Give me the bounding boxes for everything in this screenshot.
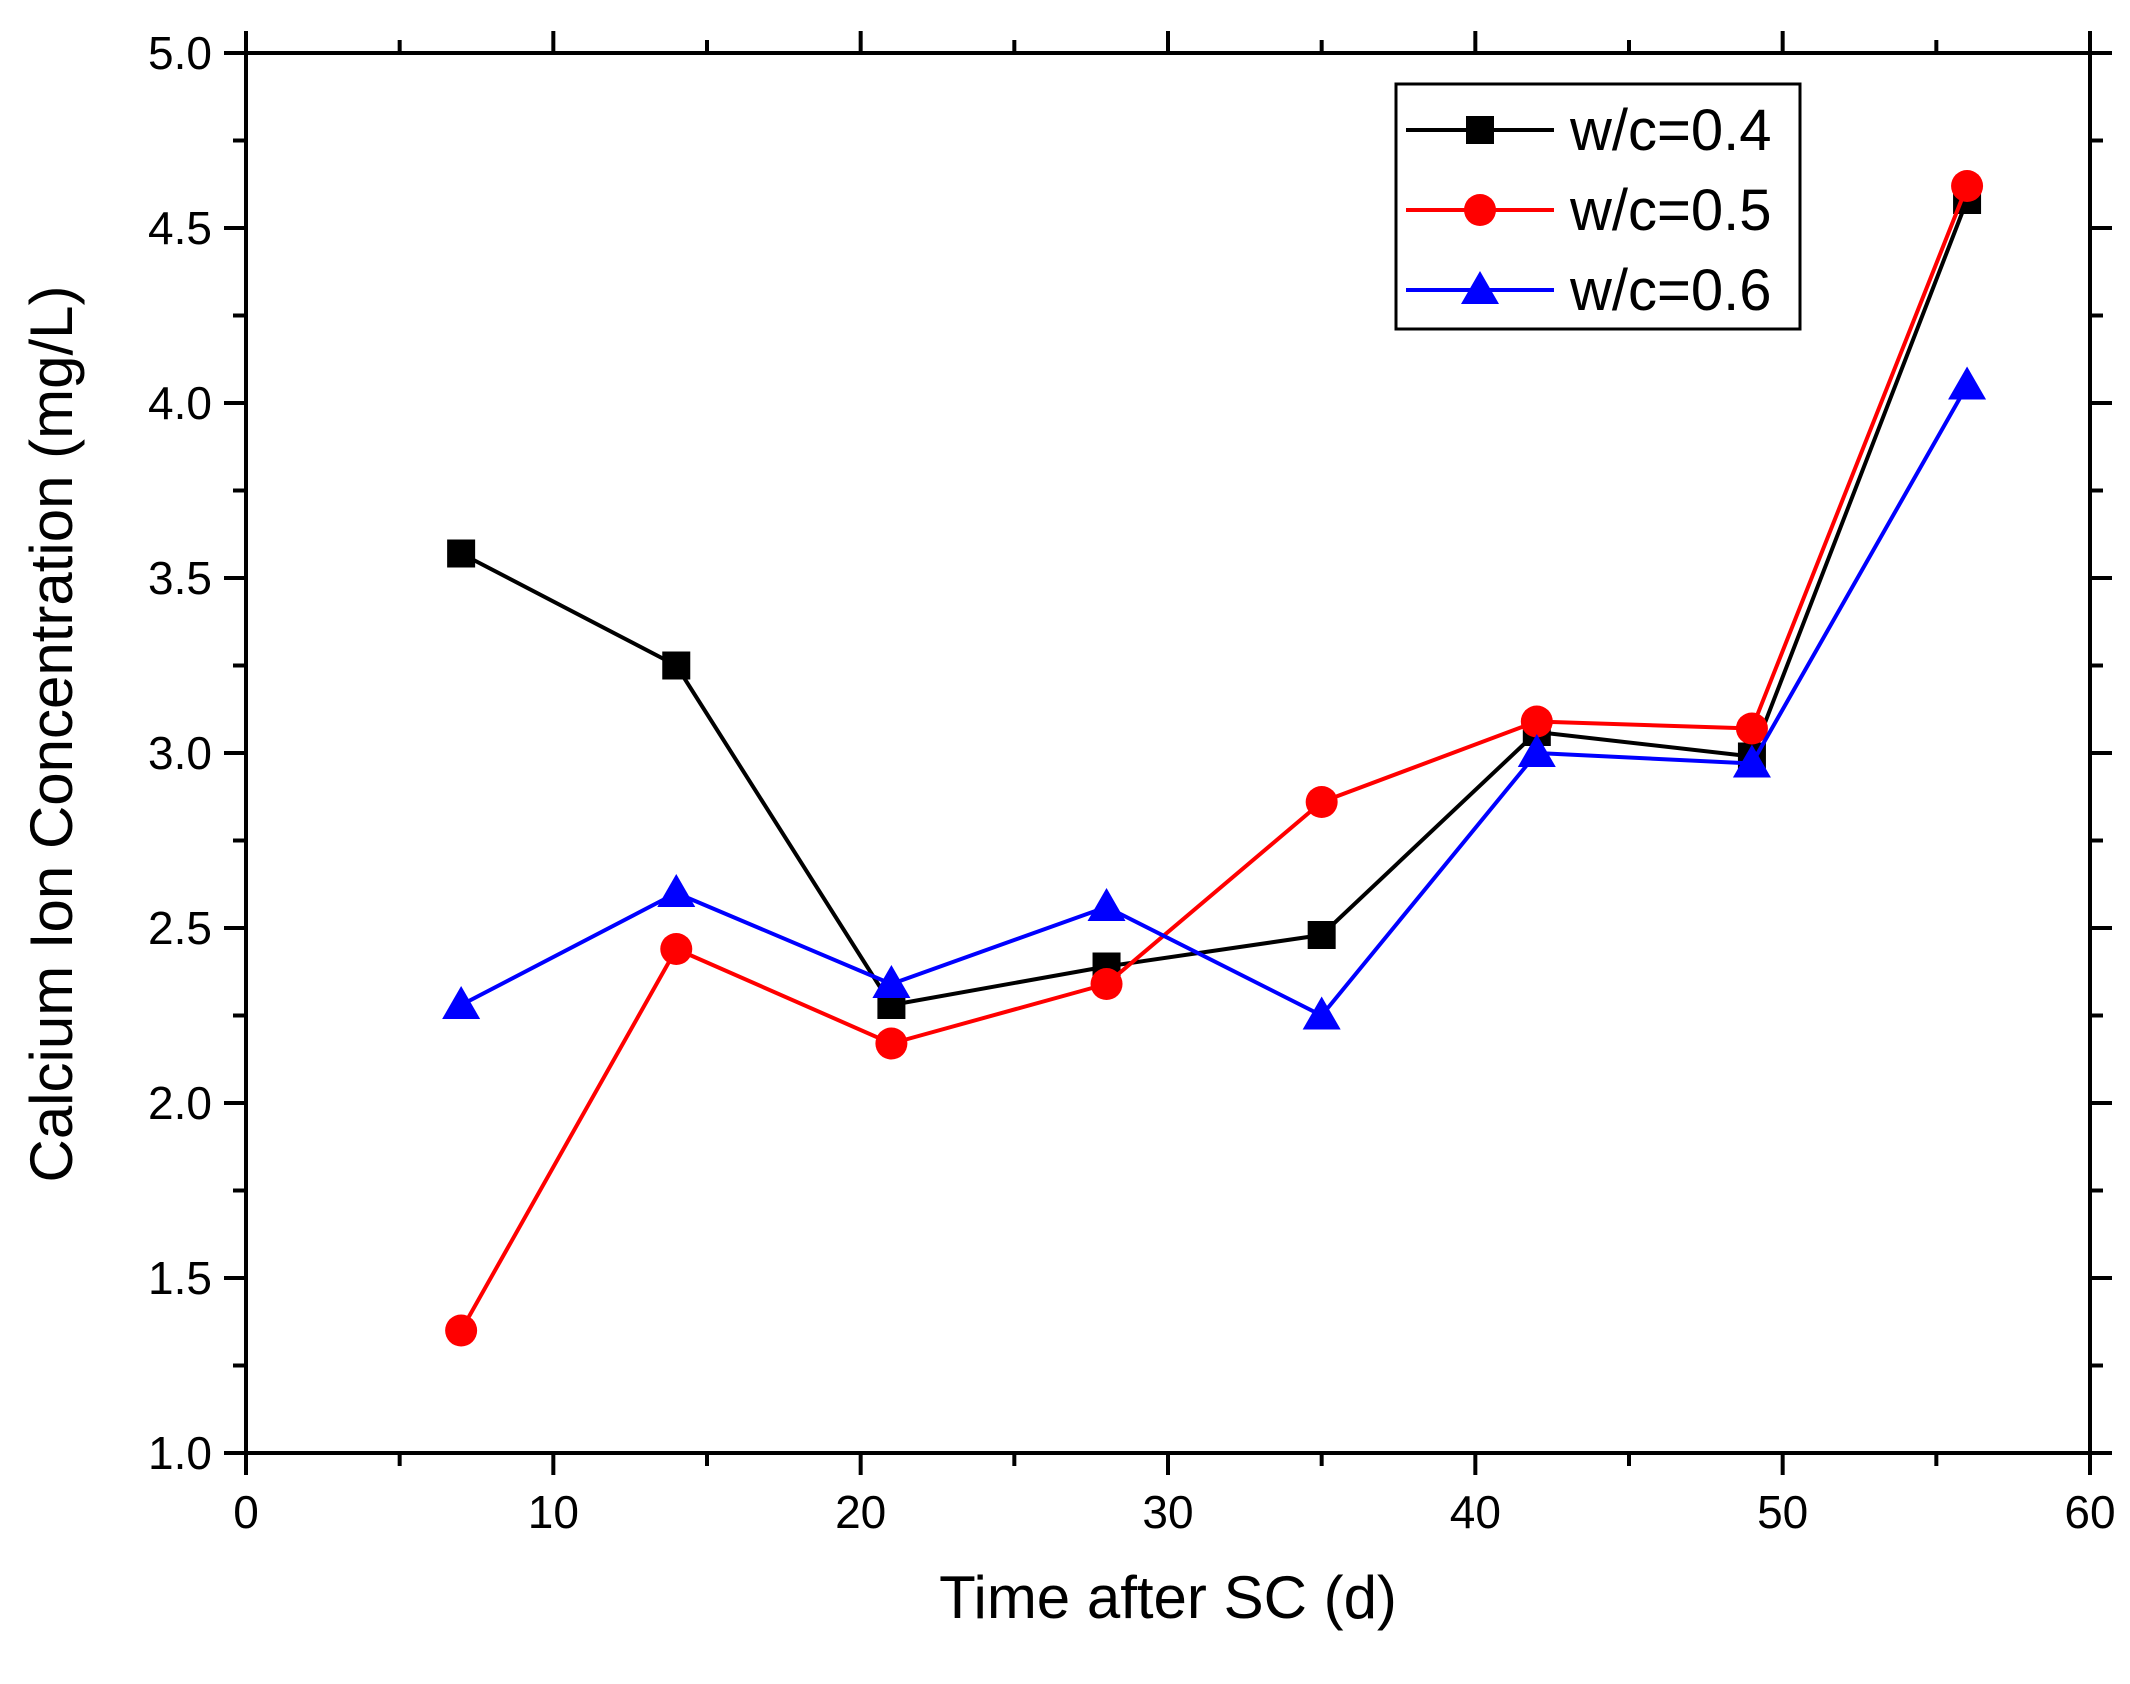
y-tick-label: 2.0 — [148, 1077, 212, 1129]
data-point — [1732, 744, 1771, 778]
legend-label: w/c=0.5 — [1569, 178, 1772, 243]
y-axis-title: Calcium Ion Concentration (mg/L) — [18, 285, 85, 1182]
data-point — [660, 933, 693, 965]
legend: w/c=0.4 w/c=0.5 w/c=0.6 — [1394, 82, 1802, 331]
y-tick-label: 1.0 — [148, 1427, 212, 1479]
legend-marker — [1466, 116, 1494, 144]
data-point — [1520, 705, 1553, 738]
x-tick-label: 10 — [528, 1486, 579, 1538]
series-layer — [442, 170, 1987, 1347]
data-point — [1951, 170, 1984, 202]
axes — [244, 51, 2092, 1455]
data-point — [1302, 996, 1341, 1030]
plot-frame — [244, 51, 2092, 1455]
data-point — [1305, 786, 1338, 818]
y-tick-label: 2.5 — [148, 902, 212, 954]
x-axis-title: Time after SC (d) — [939, 1564, 1397, 1631]
data-point — [1948, 366, 1987, 400]
tick-labels: 0 10 20 30 40 50 60 1.0 1.5 2.0 2.5 3.0 3.5 4.0 4.5 5.0 — [148, 27, 2116, 1538]
data-point — [447, 539, 476, 568]
data-point — [875, 1027, 908, 1060]
series-w/c=0.5 — [445, 170, 1984, 1347]
data-point — [1087, 888, 1126, 921]
series-line — [460, 384, 1969, 1018]
data-point — [1307, 921, 1336, 949]
series-line — [460, 199, 1969, 1007]
y-tick-label: 3.0 — [148, 727, 212, 779]
x-tick-label: 40 — [1450, 1486, 1501, 1538]
x-tick-label: 30 — [1142, 1486, 1193, 1538]
legend-marker — [1464, 194, 1496, 226]
data-point — [1517, 734, 1556, 767]
legend-label: w/c=0.6 — [1569, 258, 1772, 323]
data-point — [1735, 712, 1768, 745]
y-tick-label: 4.0 — [148, 377, 212, 429]
data-point — [657, 874, 696, 907]
y-tick-label: 3.5 — [148, 552, 212, 604]
tick-marks — [224, 31, 2112, 1475]
y-tick-label: 1.5 — [148, 1252, 212, 1304]
legend-label: w/c=0.4 — [1569, 98, 1772, 163]
x-tick-label: 0 — [233, 1486, 259, 1538]
x-tick-label: 20 — [835, 1486, 886, 1538]
data-point — [1090, 968, 1123, 1000]
data-point — [662, 651, 691, 680]
legend-marker — [1461, 271, 1499, 304]
data-point — [872, 965, 911, 998]
series-w/c=0.6 — [442, 366, 1987, 1030]
data-point — [442, 986, 481, 1019]
x-tick-label: 50 — [1757, 1486, 1808, 1538]
x-tick-label: 60 — [2064, 1486, 2115, 1538]
y-tick-label: 4.5 — [148, 202, 212, 254]
series-line — [459, 185, 1969, 1332]
y-tick-label: 5.0 — [148, 27, 212, 79]
data-point — [445, 1314, 478, 1347]
